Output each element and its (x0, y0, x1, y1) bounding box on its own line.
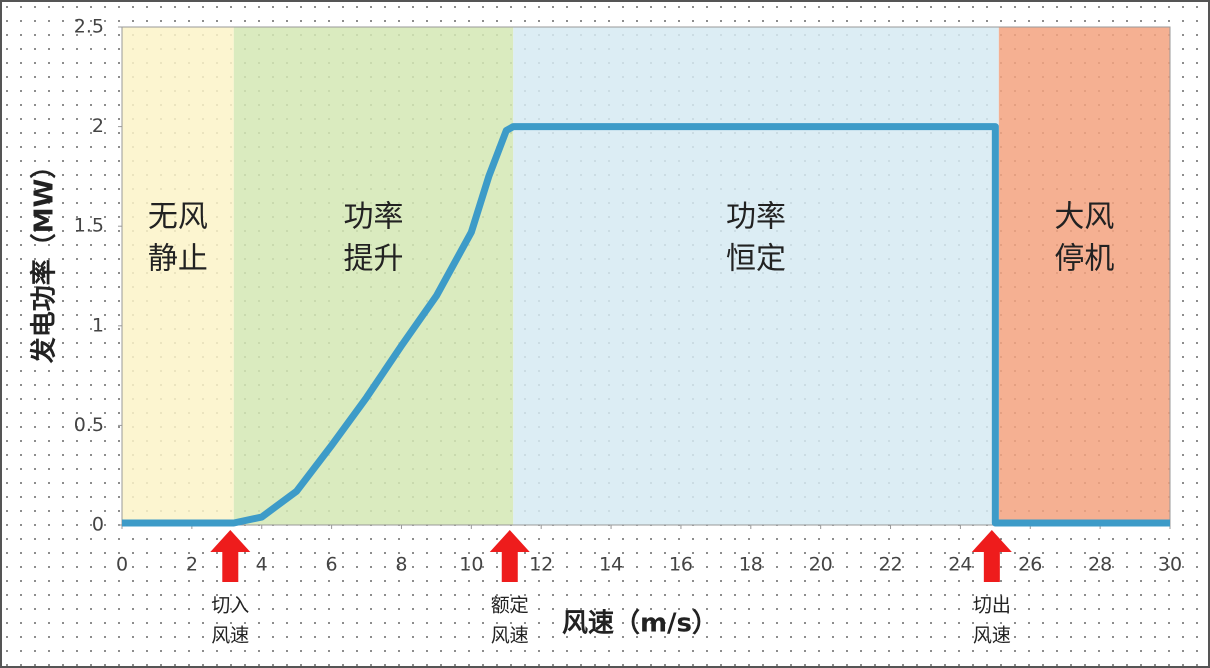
zone (122, 27, 234, 525)
x-tick-label: 8 (395, 554, 407, 576)
y-tick-label: 0.5 (74, 414, 104, 436)
power-curve (122, 123, 1170, 527)
zone-label: 提升 (344, 242, 404, 277)
zone-label: 功率 (344, 200, 404, 235)
y-tick-label: 2.5 (74, 16, 104, 38)
x-axis-label: 风速（m/s） (562, 609, 718, 639)
zone (998, 27, 1170, 525)
y-tick-label: 1 (92, 314, 104, 336)
arrow (971, 530, 1012, 582)
x-tick-label: 4 (256, 554, 268, 576)
marker-label: 切入 (211, 595, 249, 617)
marker-label: 风速 (491, 625, 529, 647)
x-tick-label: 28 (1088, 554, 1112, 576)
zone-label: 静止 (148, 242, 208, 277)
x-tick-label: 22 (878, 554, 902, 576)
marker-label: 额定 (491, 595, 529, 617)
arrow (210, 530, 251, 582)
x-tick-label: 20 (809, 554, 833, 576)
y-tick-label: 1.5 (74, 215, 104, 237)
x-tick-label: 12 (529, 554, 553, 576)
x-tick-label: 0 (116, 554, 128, 576)
x-tick-label: 2 (186, 554, 198, 576)
y-axis-label: 发电功率（MW） (29, 153, 60, 365)
x-tick-label: 30 (1158, 554, 1182, 576)
plot-border (121, 26, 1171, 526)
x-tick-label: 6 (326, 554, 338, 576)
zone-label: 功率 (726, 200, 786, 235)
x-tick-label: 10 (459, 554, 483, 576)
zone (233, 27, 514, 525)
arrow (489, 530, 530, 582)
zone-label: 无风 (148, 200, 208, 235)
marker-label: 切出 (973, 595, 1011, 617)
zone-label: 大风 (1054, 200, 1114, 235)
y-tick-label: 2 (92, 115, 104, 137)
x-tick-label: 24 (948, 554, 972, 576)
x-tick-label: 14 (599, 554, 623, 576)
x-tick-label: 18 (739, 554, 763, 576)
x-tick-label: 16 (669, 554, 693, 576)
marker-label: 风速 (211, 625, 249, 647)
zone-label: 恒定 (726, 242, 786, 277)
zone-label: 停机 (1054, 242, 1114, 277)
x-tick-label: 26 (1018, 554, 1042, 576)
marker-label: 风速 (973, 625, 1011, 647)
y-tick-label: 0 (92, 514, 104, 536)
zone (513, 27, 999, 525)
